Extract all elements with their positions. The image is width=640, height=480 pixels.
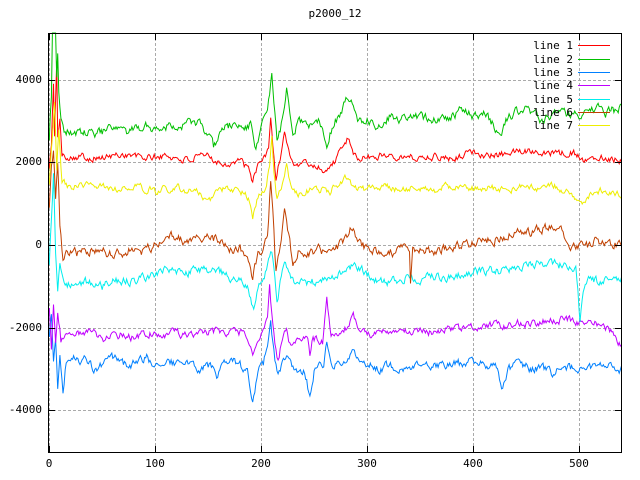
y-tick-label: -2000 xyxy=(8,321,42,334)
x-tick-label: 200 xyxy=(251,457,271,470)
y-tick-label: 2000 xyxy=(15,155,43,168)
series-1-trace xyxy=(48,61,622,184)
series-6-trace xyxy=(48,150,622,284)
plot-border xyxy=(48,33,622,453)
x-tick-label: 500 xyxy=(569,457,589,470)
x-tick-label: 0 xyxy=(45,457,53,470)
x-tick-label: 100 xyxy=(145,457,165,470)
y-tick-label: 4000 xyxy=(15,73,43,86)
series-5-trace xyxy=(48,173,622,322)
series-3-trace xyxy=(48,314,622,403)
y-tick-label: -4000 xyxy=(8,403,42,416)
series-7-trace xyxy=(48,101,622,220)
series-2-trace xyxy=(48,32,622,151)
series-4-trace xyxy=(48,284,622,362)
x-tick-label: 400 xyxy=(463,457,483,470)
x-tick-label: 300 xyxy=(357,457,377,470)
y-tick-label: 0 xyxy=(35,238,42,251)
chart-title: p2000_12 xyxy=(308,7,362,20)
